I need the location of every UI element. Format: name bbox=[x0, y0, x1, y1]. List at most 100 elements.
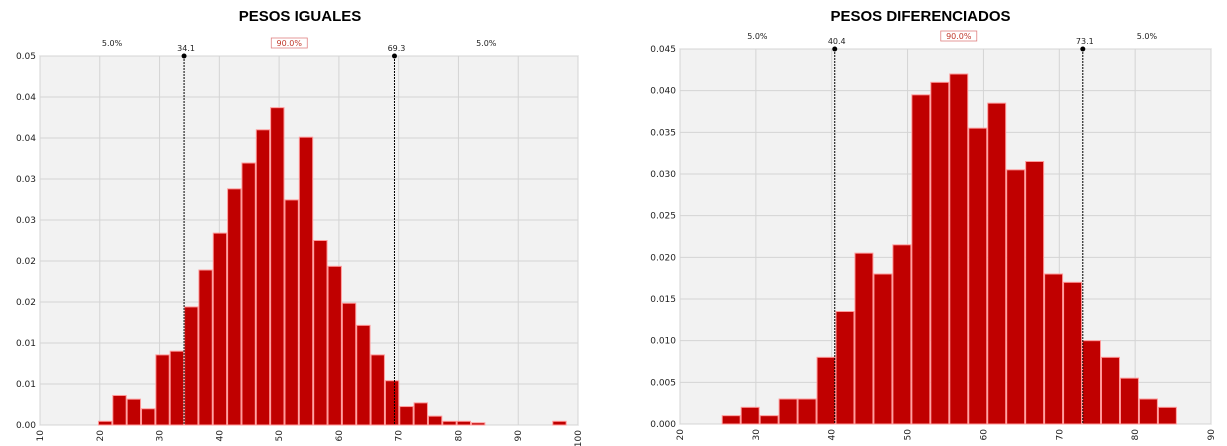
y-tick-label: 0.035 bbox=[650, 128, 676, 138]
y-tick-label: 0.02 bbox=[16, 298, 36, 308]
histogram-bar bbox=[470, 422, 486, 426]
x-tick-label: 40 bbox=[828, 429, 838, 441]
histogram-pesos-diferenciados: 0.000 0.005 0.010 0.015 0.020 0.025 0.030 0.035… bbox=[650, 30, 1217, 441]
x-tick-label: 20 bbox=[676, 429, 686, 441]
x-tick-label: 80 bbox=[1131, 429, 1141, 441]
band-right-percent: 5.0% bbox=[476, 39, 497, 48]
histogram-bar bbox=[427, 415, 443, 426]
x-tick-label: 50 bbox=[275, 430, 285, 442]
histogram-bar bbox=[797, 398, 817, 425]
y-tick-label: 0.020 bbox=[650, 253, 676, 263]
histogram-bar bbox=[759, 415, 779, 425]
x-tick-label: 90 bbox=[1207, 429, 1217, 441]
x-tick-label: 70 bbox=[1055, 429, 1065, 441]
histogram-bar bbox=[740, 406, 760, 425]
histogram-bar bbox=[341, 302, 357, 426]
histogram-bar bbox=[227, 188, 242, 426]
y-tick-label: 0.030 bbox=[650, 170, 676, 180]
percentile-marker-label: 73.1 bbox=[1076, 37, 1094, 46]
histogram-bar bbox=[816, 356, 836, 425]
histogram-bar bbox=[313, 240, 328, 426]
y-tick-label: 0.010 bbox=[650, 337, 676, 347]
histogram-bar bbox=[1157, 406, 1177, 425]
chart-title: PESOS IGUALES bbox=[238, 8, 362, 25]
chart-panel-pesos-diferenciados: PESOS DIFERENCIADOS 0.000 0.005 0.010 0.015… bbox=[614, 0, 1227, 446]
y-tick-label: 0.04 bbox=[16, 93, 36, 103]
y-tick-label: 0.03 bbox=[16, 216, 36, 226]
histogram-bar bbox=[184, 306, 199, 426]
histogram-bar bbox=[270, 107, 285, 426]
histogram-bar bbox=[298, 136, 314, 426]
band-middle-box bbox=[940, 30, 978, 42]
chart-panel-pesos-iguales: PESOS IGUALES 0.00 0.01 0.01 0.02 0.02 0.03 0.… bbox=[0, 0, 600, 446]
histogram-bar bbox=[1119, 377, 1139, 425]
histogram-bar bbox=[241, 162, 256, 426]
histogram-bar bbox=[987, 102, 1007, 425]
histogram-bar bbox=[1044, 273, 1064, 425]
histogram-bar bbox=[327, 265, 342, 426]
percentile-marker-label: 69.3 bbox=[388, 44, 406, 53]
histogram-pesos-iguales: 0.00 0.01 0.01 0.02 0.02 0.03 0.03 0.04 0.04 0.05… bbox=[16, 37, 584, 446]
histogram-bar bbox=[442, 420, 457, 426]
x-tick-label: 30 bbox=[752, 429, 762, 441]
x-tick-label: 30 bbox=[156, 430, 166, 442]
x-tick-label: 100 bbox=[574, 430, 584, 446]
band-middle-box bbox=[270, 37, 308, 49]
histogram-bar bbox=[284, 199, 299, 426]
percentile-marker-label: 34.1 bbox=[177, 44, 195, 53]
histogram-bar bbox=[1101, 356, 1120, 425]
y-tick-label: 0.025 bbox=[650, 212, 676, 222]
percentile-marker-dot bbox=[1080, 46, 1086, 52]
y-tick-label: 0.00 bbox=[16, 421, 36, 431]
y-tick-label: 0.05 bbox=[16, 52, 36, 62]
x-tick-label: 90 bbox=[514, 430, 524, 442]
band-right-percent: 5.0% bbox=[1137, 32, 1158, 41]
histogram-bar bbox=[835, 311, 855, 425]
histogram-bar bbox=[384, 380, 400, 426]
y-tick-label: 0.045 bbox=[650, 45, 676, 55]
histogram-bar bbox=[169, 350, 185, 426]
y-tick-label: 0.000 bbox=[650, 420, 676, 430]
histogram-bar bbox=[949, 73, 969, 425]
histogram-bar bbox=[1006, 169, 1026, 425]
band-middle-percent: 90.0% bbox=[946, 32, 972, 41]
histogram-bar bbox=[911, 94, 931, 425]
percentile-marker-dot bbox=[832, 46, 838, 52]
y-tick-label: 0.015 bbox=[650, 295, 676, 305]
x-tick-label: 80 bbox=[454, 430, 464, 442]
histogram-bar bbox=[968, 127, 988, 425]
histogram-bar bbox=[141, 408, 156, 426]
histogram-bar bbox=[854, 252, 874, 425]
x-tick-label: 60 bbox=[979, 429, 989, 441]
histogram-bar bbox=[1025, 161, 1045, 425]
y-tick-label: 0.04 bbox=[16, 134, 36, 144]
histogram-bar bbox=[930, 81, 950, 425]
histogram-bar bbox=[198, 269, 213, 426]
y-tick-label: 0.03 bbox=[16, 175, 36, 185]
percentile-marker-dot bbox=[181, 53, 187, 59]
histogram-bar bbox=[126, 398, 142, 426]
histogram-bar bbox=[1138, 398, 1158, 425]
histogram-bar bbox=[892, 244, 912, 425]
x-tick-label: 60 bbox=[335, 430, 345, 442]
histogram-bar bbox=[212, 232, 228, 426]
band-left-percent: 5.0% bbox=[747, 32, 768, 41]
histogram-bar bbox=[456, 420, 471, 426]
x-tick-label: 70 bbox=[395, 430, 405, 442]
percentile-marker-label: 40.4 bbox=[828, 37, 846, 46]
x-tick-label: 40 bbox=[215, 430, 225, 442]
histogram-bar bbox=[1063, 281, 1083, 425]
histogram-bar bbox=[97, 420, 113, 426]
histogram-bar bbox=[552, 420, 567, 426]
y-tick-label: 0.01 bbox=[16, 380, 36, 390]
x-tick-label: 20 bbox=[96, 430, 106, 442]
y-tick-label: 0.005 bbox=[650, 378, 676, 388]
histogram-bar bbox=[413, 402, 428, 426]
y-tick-label: 0.040 bbox=[650, 87, 676, 97]
histogram-bar bbox=[873, 273, 893, 425]
percentile-marker-dot bbox=[391, 53, 397, 59]
histogram-bar bbox=[1082, 340, 1102, 425]
band-left-percent: 5.0% bbox=[102, 39, 123, 48]
chart-title: PESOS DIFERENCIADOS bbox=[830, 8, 1011, 25]
histogram-bar bbox=[356, 324, 371, 426]
